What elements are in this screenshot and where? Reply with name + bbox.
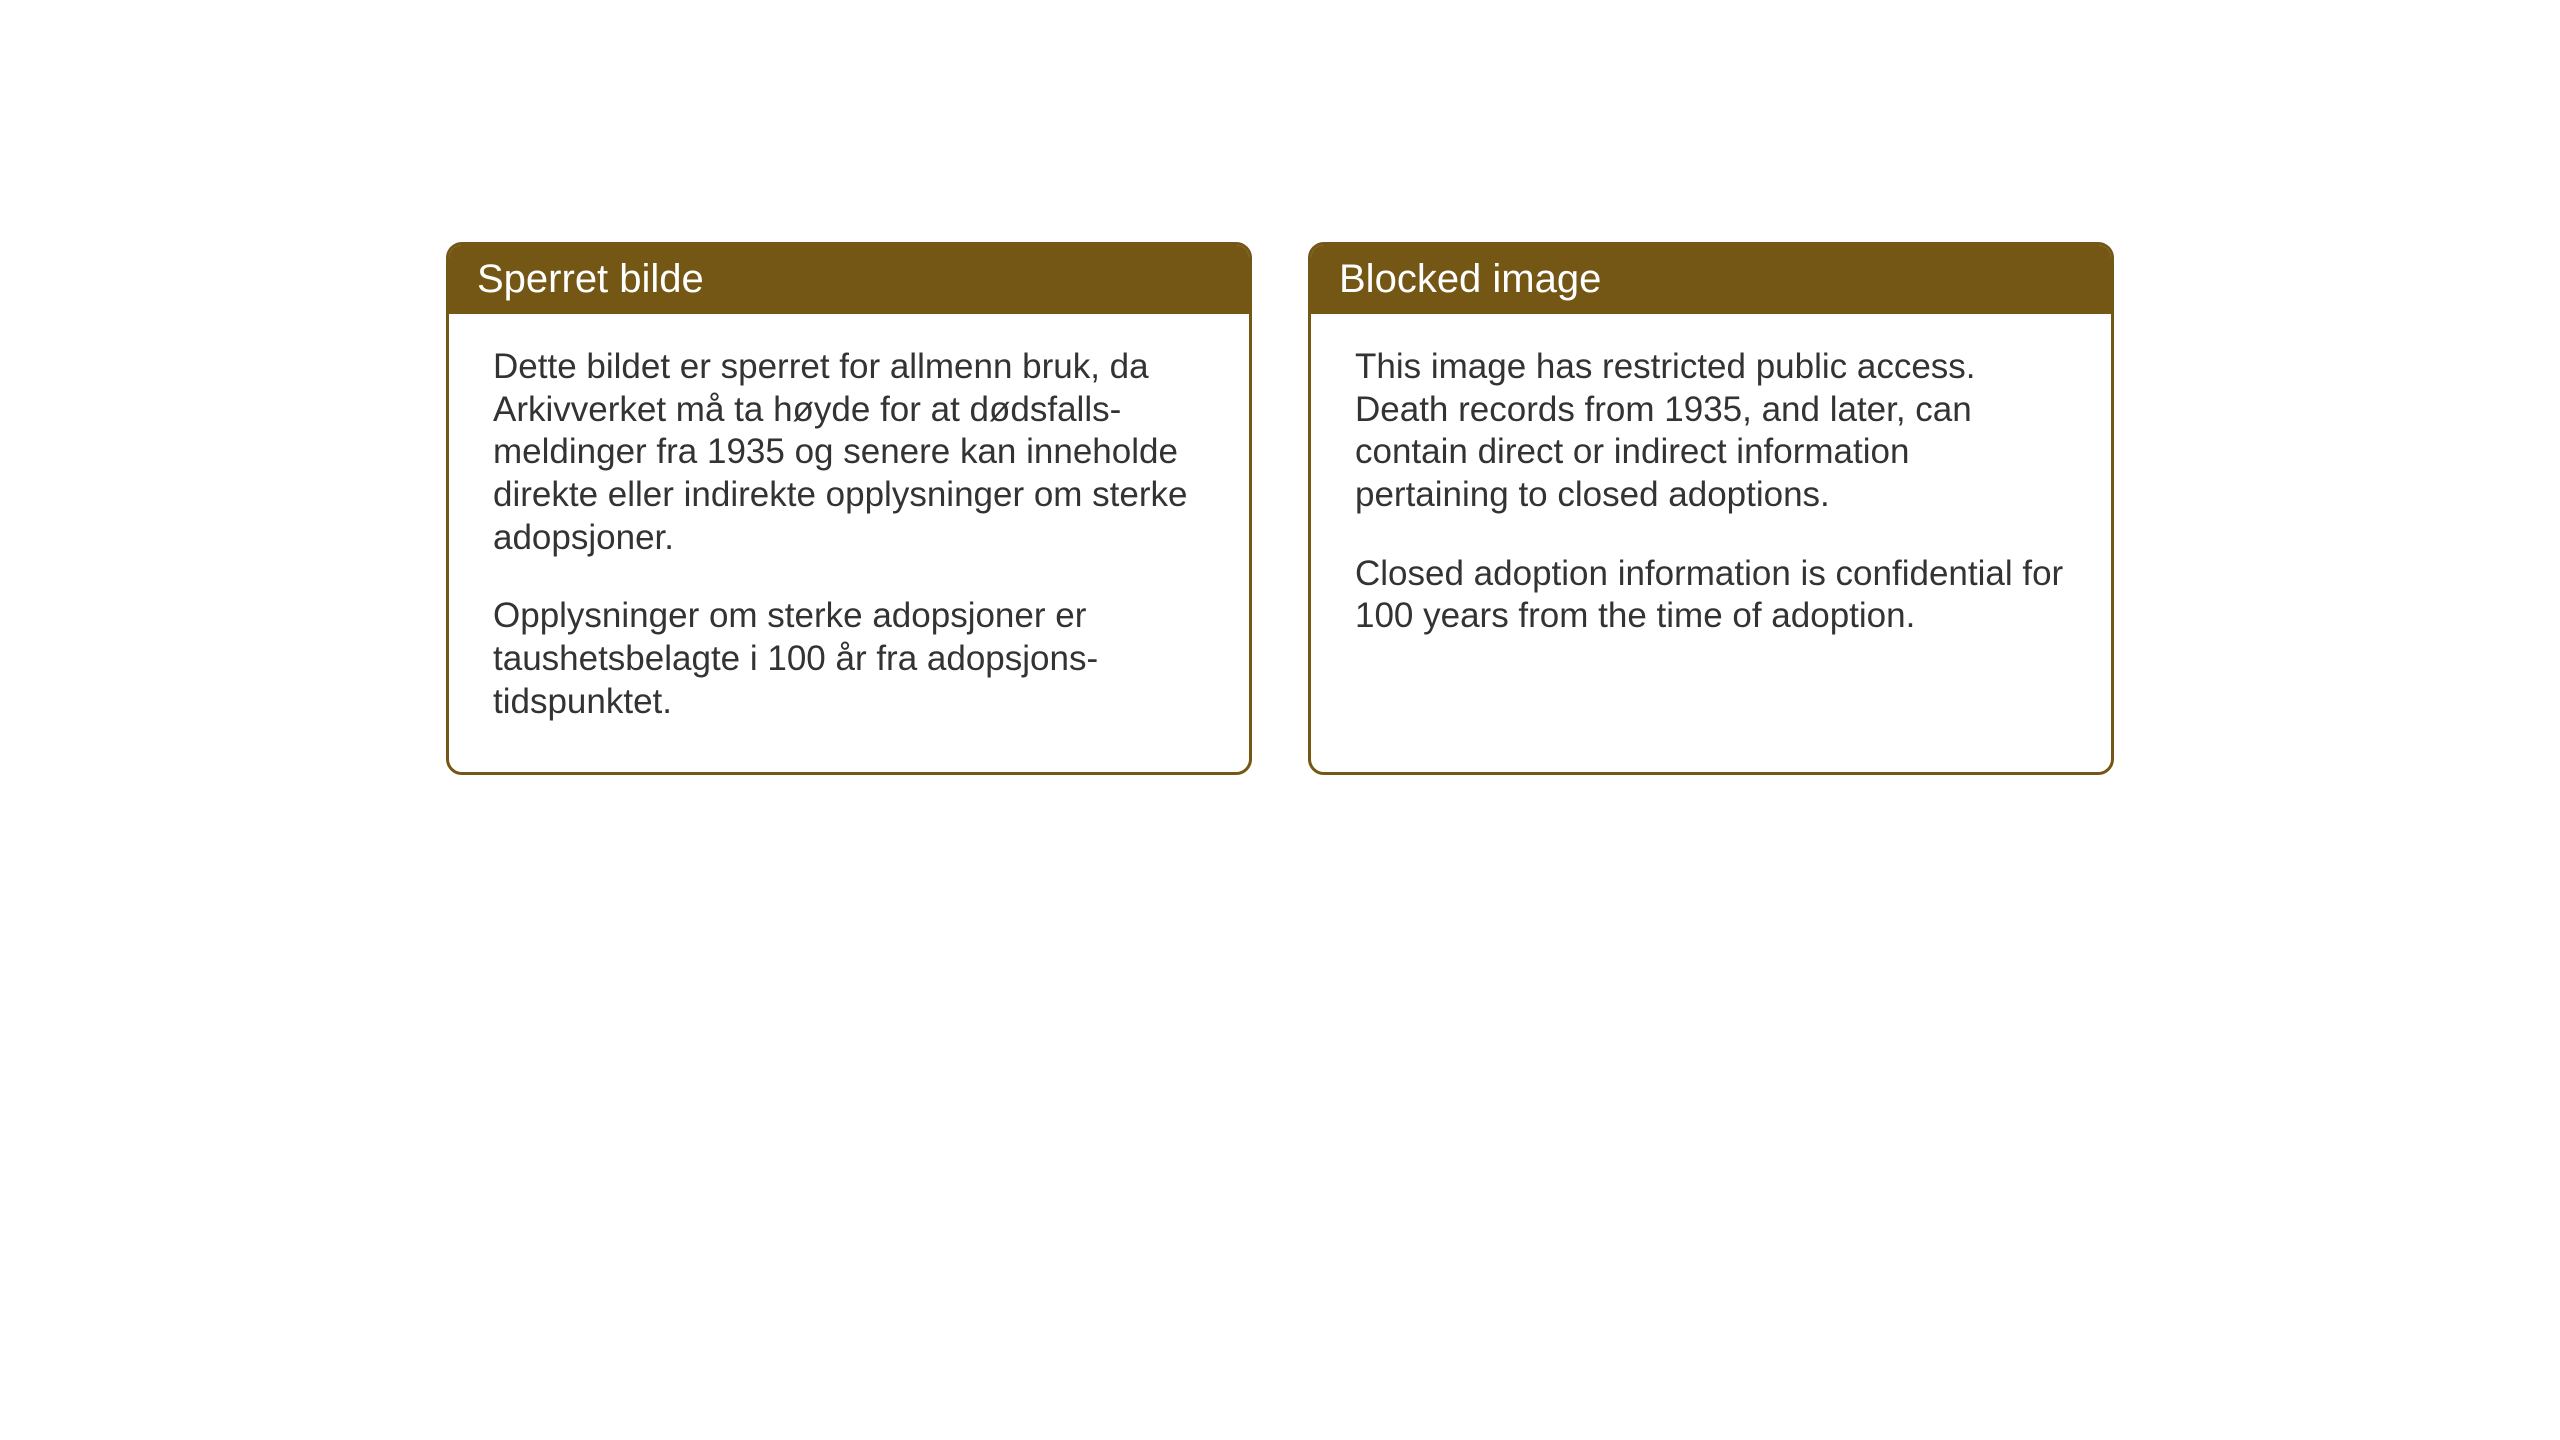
norwegian-card-title: Sperret bilde bbox=[449, 245, 1249, 314]
english-card-title: Blocked image bbox=[1311, 245, 2111, 314]
norwegian-card: Sperret bilde Dette bildet er sperret fo… bbox=[446, 242, 1252, 775]
norwegian-paragraph-2: Opplysninger om sterke adopsjoner er tau… bbox=[493, 595, 1205, 723]
cards-container: Sperret bilde Dette bildet er sperret fo… bbox=[446, 242, 2114, 775]
english-card: Blocked image This image has restricted … bbox=[1308, 242, 2114, 775]
english-paragraph-2: Closed adoption information is confident… bbox=[1355, 553, 2067, 638]
english-card-body: This image has restricted public access.… bbox=[1311, 314, 2111, 686]
norwegian-card-body: Dette bildet er sperret for allmenn bruk… bbox=[449, 314, 1249, 772]
english-paragraph-1: This image has restricted public access.… bbox=[1355, 346, 2067, 517]
norwegian-paragraph-1: Dette bildet er sperret for allmenn bruk… bbox=[493, 346, 1205, 559]
